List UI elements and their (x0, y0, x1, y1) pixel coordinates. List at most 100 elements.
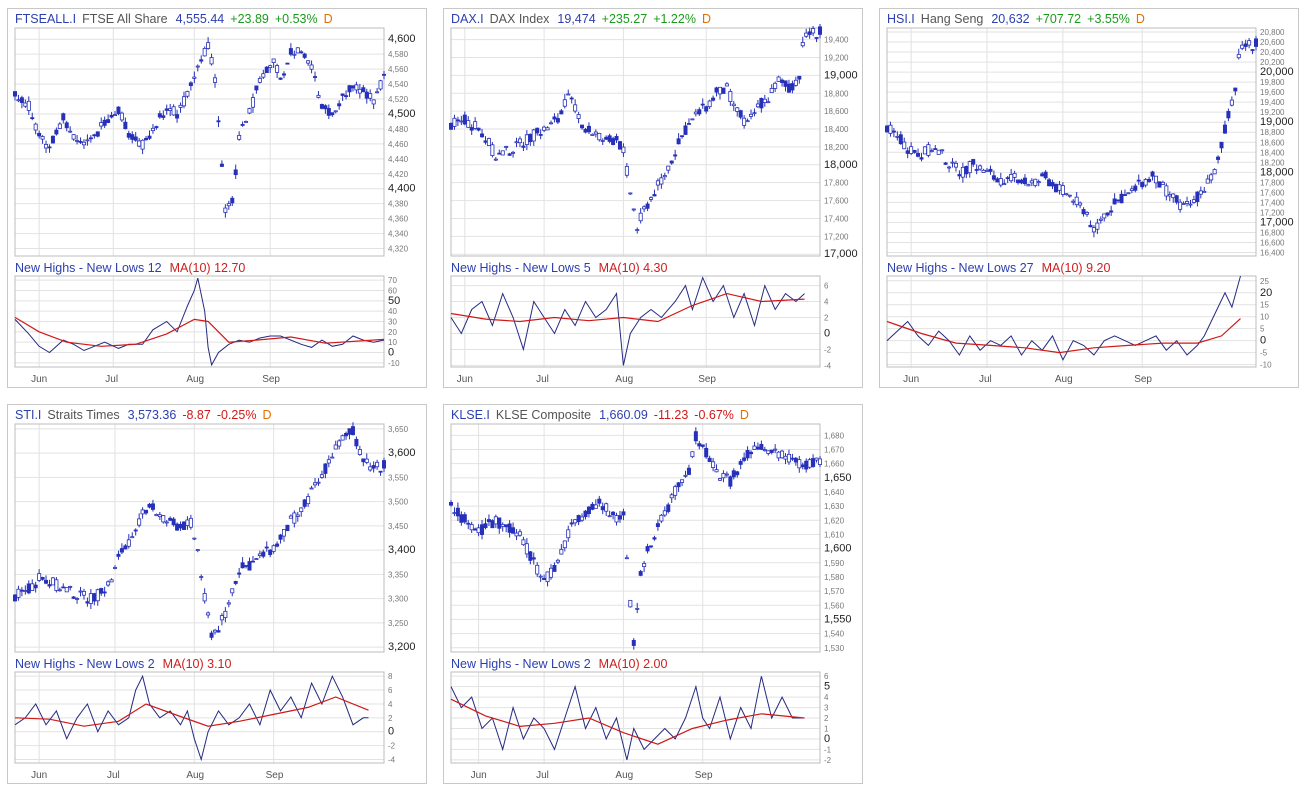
index-name: Hang Seng (920, 12, 984, 26)
candle-body (1057, 184, 1062, 191)
candle-body (538, 134, 543, 136)
price-tick-label: 4,520 (388, 95, 409, 104)
candle-body (621, 146, 626, 154)
candle-body (1009, 174, 1014, 182)
candle-body (885, 125, 890, 133)
candle-body (912, 150, 917, 153)
candle-body (891, 130, 896, 133)
nhnl-tick-label: 6 (824, 282, 829, 291)
candle-body (261, 551, 266, 557)
candle-body (50, 135, 55, 144)
candle-body (936, 149, 941, 155)
candle-body (347, 428, 352, 435)
candle-body (192, 76, 197, 79)
chart-panel-hsi[interactable]: HSI.I Hang Seng 20,632 +707.72 +3.55% D New H… (879, 8, 1299, 388)
candle-body (1060, 185, 1065, 195)
candle-body (378, 470, 383, 473)
nhnl-tick-label: 8 (388, 672, 393, 681)
candle-body (697, 109, 702, 115)
candle-body (473, 528, 478, 531)
last-price: 1,660.09 (599, 408, 648, 422)
chart-panel-dax[interactable]: DAX.I DAX Index 19,474 +235.27 +1.22% D New H… (443, 8, 863, 388)
price-tick-label: 18,000 (824, 159, 858, 171)
period-badge[interactable]: D (739, 408, 749, 422)
candle-body (649, 197, 654, 200)
candle-body (655, 523, 660, 528)
candle-body (323, 463, 328, 474)
candle-body (133, 529, 138, 532)
price-tick-label: 1,610 (824, 530, 845, 539)
candle-body (181, 521, 186, 530)
candle-body (1202, 190, 1207, 193)
candle-body (573, 104, 578, 112)
nhnl-tick-label: 30 (388, 318, 397, 327)
candle-body (752, 445, 757, 450)
candle-body (521, 145, 526, 148)
candle-body (1126, 192, 1131, 195)
price-tick-label: 20,000 (1260, 66, 1294, 78)
symbol[interactable]: DAX.I (451, 12, 484, 26)
nhnl-label: New Highs - New Lows 2 (451, 657, 591, 671)
candle-body (357, 88, 362, 94)
candle-body (466, 522, 471, 525)
candle-body (604, 503, 609, 512)
candle-body (1071, 200, 1076, 203)
period-badge[interactable]: D (701, 12, 711, 26)
symbol[interactable]: HSI.I (887, 12, 915, 26)
candle-body (555, 118, 560, 123)
candle-body (168, 517, 173, 521)
period-badge[interactable]: D (1135, 12, 1145, 26)
candle-body (511, 151, 516, 154)
candle-body (669, 494, 674, 499)
chart-panel-sti[interactable]: STI.I Straits Times 3,573.36 -8.87 -0.25% D N… (7, 404, 427, 784)
price-tick-label: 18,400 (824, 125, 849, 134)
price-tick-label: 3,650 (388, 425, 409, 434)
candle-body (323, 105, 328, 110)
price-tick-label: 18,800 (1260, 128, 1285, 137)
symbol[interactable]: KLSE.I (451, 408, 490, 422)
nhnl-value: 2 (583, 657, 591, 671)
candle-body (780, 79, 785, 83)
candle-body (299, 51, 304, 54)
candle-body (807, 31, 812, 35)
candle-body (769, 88, 774, 93)
candle-body (762, 449, 767, 452)
period-badge[interactable]: D (262, 408, 272, 422)
candle-body (1150, 171, 1155, 177)
candle-body (933, 148, 938, 150)
price-tick-label: 17,200 (824, 232, 849, 241)
nhnl-tick-label: 0 (388, 726, 394, 738)
candle-body (988, 168, 993, 172)
chart-panel-ftse[interactable]: FTSEALL.I FTSE All Share 4,555.44 +23.89 +0.… (7, 8, 427, 388)
candle-body (628, 599, 633, 608)
symbol[interactable]: STI.I (15, 408, 42, 422)
candle-body (1119, 193, 1124, 204)
price-tick-label: 1,530 (824, 644, 845, 653)
candle-body (309, 487, 314, 490)
candle-body (333, 444, 338, 450)
candle-body (199, 59, 204, 62)
candle-body (354, 438, 359, 447)
candle-body (216, 630, 221, 633)
period-badge[interactable]: D (323, 12, 333, 26)
candle-body (1164, 185, 1169, 197)
candle-body (459, 120, 464, 123)
candle-body (188, 82, 193, 87)
candle-body (666, 165, 671, 171)
candle-body (171, 106, 176, 116)
candle-body (185, 91, 190, 97)
candle-body (375, 91, 380, 94)
price-tick-label: 3,550 (388, 473, 409, 482)
candle-body (614, 136, 619, 141)
candle-body (566, 529, 571, 539)
price-tick-label: 3,350 (388, 570, 409, 579)
candle-body (230, 588, 235, 594)
candle-body (998, 178, 1003, 186)
change-value: +707.72 (1035, 12, 1082, 26)
symbol[interactable]: FTSEALL.I (15, 12, 77, 26)
candle-body (340, 93, 345, 96)
price-tick-label: 16,400 (1260, 248, 1285, 257)
candle-body (673, 154, 678, 157)
candle-body (13, 91, 18, 97)
chart-panel-klse[interactable]: KLSE.I KLSE Composite 1,660.09 -11.23 -0.67%… (443, 404, 863, 784)
